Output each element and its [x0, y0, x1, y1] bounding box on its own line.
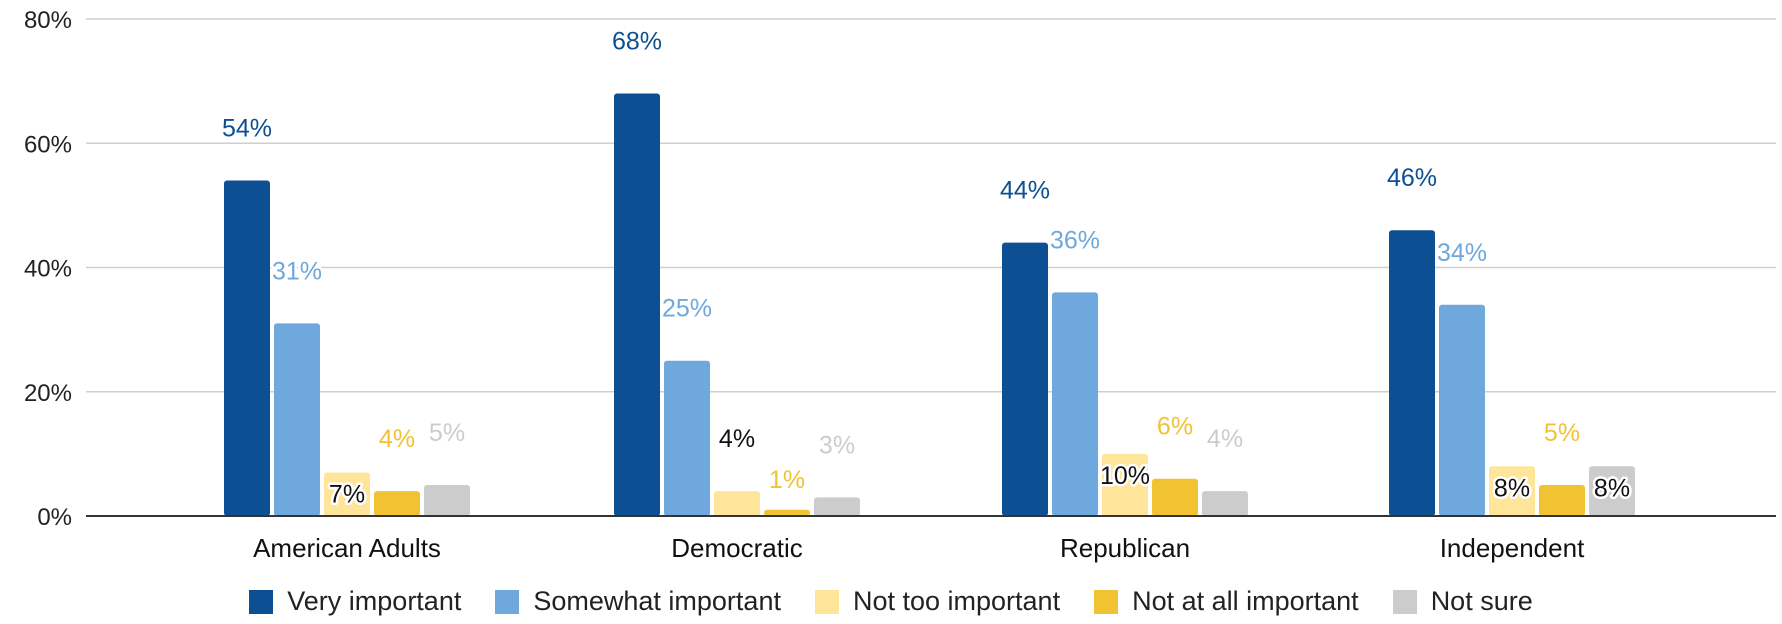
x-category-label: Democratic: [671, 533, 802, 563]
bar: [1389, 230, 1435, 516]
data-label: 4%: [1207, 425, 1243, 453]
data-label: 8%: [1494, 474, 1530, 502]
bar: [614, 93, 660, 517]
data-label: 4%: [719, 425, 755, 453]
legend-label: Very important: [287, 586, 462, 616]
bar: [1489, 466, 1535, 516]
legend-item: Not sure: [1392, 586, 1533, 617]
data-label: 4%: [379, 425, 415, 453]
data-label: 25%: [662, 295, 712, 323]
bar: [1052, 292, 1098, 516]
data-label: 44%: [1000, 177, 1050, 205]
data-label: 7%: [329, 481, 365, 509]
legend-swatch: [814, 589, 839, 614]
bar: [1202, 491, 1248, 516]
legend-label: Not at all important: [1132, 586, 1359, 616]
legend-swatch: [1392, 589, 1417, 614]
legend-swatch: [1094, 589, 1119, 614]
bar: [324, 472, 370, 516]
legend-label: Not too important: [852, 586, 1061, 616]
data-label: 8%: [1594, 474, 1630, 502]
legend-swatch: [249, 589, 274, 614]
legend-label: Not sure: [1430, 586, 1533, 616]
chart-legend: Very important Somewhat important Not too …: [0, 586, 1782, 617]
bar: [1439, 304, 1485, 516]
bar-chart: 0% 20% 40% 60% 80% 54% 31% 7% 4% 5% 68% 25% 4% 1% 3% 44…: [24, 7, 1776, 563]
y-tick-label: 60%: [24, 131, 72, 158]
data-label: 6%: [1157, 413, 1193, 441]
data-label: 3%: [819, 431, 855, 459]
data-label: 54%: [222, 115, 272, 143]
data-label: 68%: [612, 28, 662, 56]
legend-item: Somewhat important: [495, 586, 781, 617]
x-category-label: American Adults: [253, 533, 441, 563]
bar: [764, 509, 810, 516]
bar: [374, 491, 420, 516]
legend-item: Not at all important: [1094, 586, 1359, 617]
bar: [224, 180, 270, 516]
bar: [1589, 466, 1635, 516]
data-label: 5%: [1544, 419, 1580, 447]
bar: [1539, 484, 1585, 516]
x-category-label: Independent: [1440, 533, 1585, 563]
data-label: 1%: [769, 466, 805, 494]
bar: [424, 484, 470, 516]
data-label: 36%: [1050, 226, 1100, 254]
bar: [664, 360, 710, 516]
bar: [1102, 453, 1148, 516]
legend-label: Somewhat important: [533, 586, 781, 616]
data-label: 46%: [1387, 164, 1437, 192]
bar: [814, 497, 860, 516]
data-label: 31%: [272, 257, 322, 285]
y-tick-label: 80%: [24, 7, 72, 34]
legend-swatch: [495, 589, 520, 614]
bar: [274, 323, 320, 516]
data-label: 34%: [1437, 239, 1487, 267]
data-label: 5%: [429, 419, 465, 447]
data-label: 10%: [1100, 462, 1150, 490]
bar: [1002, 242, 1048, 516]
legend-item: Not too important: [814, 586, 1061, 617]
bar: [1152, 478, 1198, 516]
y-tick-label: 20%: [24, 380, 72, 407]
x-category-label: Republican: [1060, 533, 1190, 563]
legend-item: Very important: [249, 586, 461, 617]
bar: [714, 491, 760, 516]
y-tick-label: 40%: [24, 256, 72, 283]
y-tick-label: 0%: [37, 504, 72, 531]
